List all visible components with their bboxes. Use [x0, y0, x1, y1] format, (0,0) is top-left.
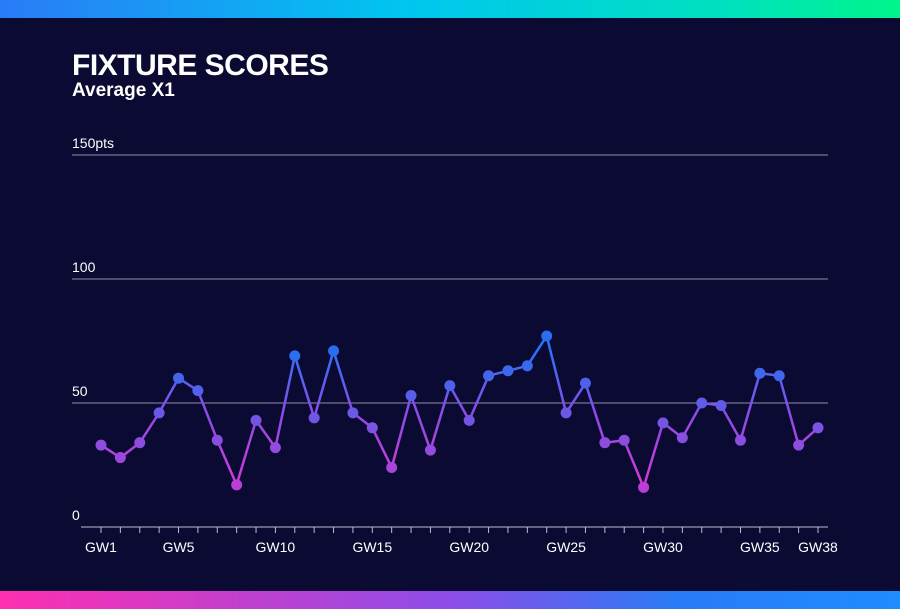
- data-point-gw36[interactable]: [773, 370, 785, 382]
- x-tick-label: GW25: [546, 539, 586, 555]
- x-tick-label: GW35: [740, 539, 780, 555]
- x-tick-label: GW15: [352, 539, 392, 555]
- data-point-gw3[interactable]: [134, 437, 146, 449]
- data-point-gw8[interactable]: [231, 479, 243, 491]
- x-tick-label: GW30: [643, 539, 683, 555]
- data-point-gw20[interactable]: [463, 414, 475, 426]
- top-gradient-bar: [0, 0, 900, 18]
- data-point-gw28[interactable]: [618, 434, 630, 446]
- data-point-gw35[interactable]: [754, 367, 766, 379]
- data-point-gw12[interactable]: [308, 412, 320, 424]
- data-point-gw5[interactable]: [173, 372, 185, 384]
- data-point-gw10[interactable]: [269, 442, 281, 454]
- data-point-gw34[interactable]: [734, 434, 746, 446]
- x-tick-label: GW1: [85, 539, 117, 555]
- data-point-gw19[interactable]: [444, 380, 456, 392]
- y-tick-label: 100: [72, 259, 96, 275]
- data-point-gw21[interactable]: [483, 370, 495, 382]
- bottom-gradient-bar: [0, 591, 900, 609]
- data-point-gw33[interactable]: [715, 399, 727, 411]
- y-tick-label: 0: [72, 507, 80, 523]
- series-line: [100, 334, 819, 489]
- data-point-gw22[interactable]: [502, 365, 514, 377]
- y-tick-label: 150pts: [72, 135, 114, 151]
- data-point-gw23[interactable]: [521, 360, 533, 372]
- data-point-gw13[interactable]: [328, 345, 340, 357]
- data-point-gw31[interactable]: [676, 432, 688, 444]
- data-point-gw14[interactable]: [347, 407, 359, 419]
- data-point-gw6[interactable]: [192, 385, 204, 397]
- x-tick-label: GW38: [798, 539, 838, 555]
- data-point-gw1[interactable]: [95, 439, 107, 451]
- chart-title: FIXTURE SCORES: [72, 49, 329, 82]
- data-point-gw38[interactable]: [812, 422, 824, 434]
- data-point-gw26[interactable]: [579, 377, 591, 389]
- data-point-gw32[interactable]: [696, 397, 708, 409]
- data-point-gw37[interactable]: [793, 439, 805, 451]
- data-point-gw15[interactable]: [366, 422, 378, 434]
- data-point-gw29[interactable]: [638, 481, 650, 493]
- chart-subtitle: Average X1: [72, 80, 175, 101]
- x-tick-label: GW10: [256, 539, 296, 555]
- data-point-gw30[interactable]: [657, 417, 669, 429]
- data-point-gw17[interactable]: [405, 390, 417, 402]
- data-point-gw7[interactable]: [211, 434, 223, 446]
- data-point-gw27[interactable]: [599, 437, 611, 449]
- data-point-gw24[interactable]: [541, 330, 553, 342]
- data-point-gw18[interactable]: [424, 444, 436, 456]
- data-point-gw9[interactable]: [250, 414, 262, 426]
- data-point-gw2[interactable]: [114, 452, 126, 464]
- data-point-gw16[interactable]: [386, 461, 398, 473]
- x-tick-label: GW5: [163, 539, 195, 555]
- data-point-gw4[interactable]: [153, 407, 165, 419]
- data-point-gw11[interactable]: [289, 350, 301, 362]
- x-tick-label: GW20: [449, 539, 489, 555]
- y-tick-label: 50: [72, 383, 88, 399]
- data-point-gw25[interactable]: [560, 407, 572, 419]
